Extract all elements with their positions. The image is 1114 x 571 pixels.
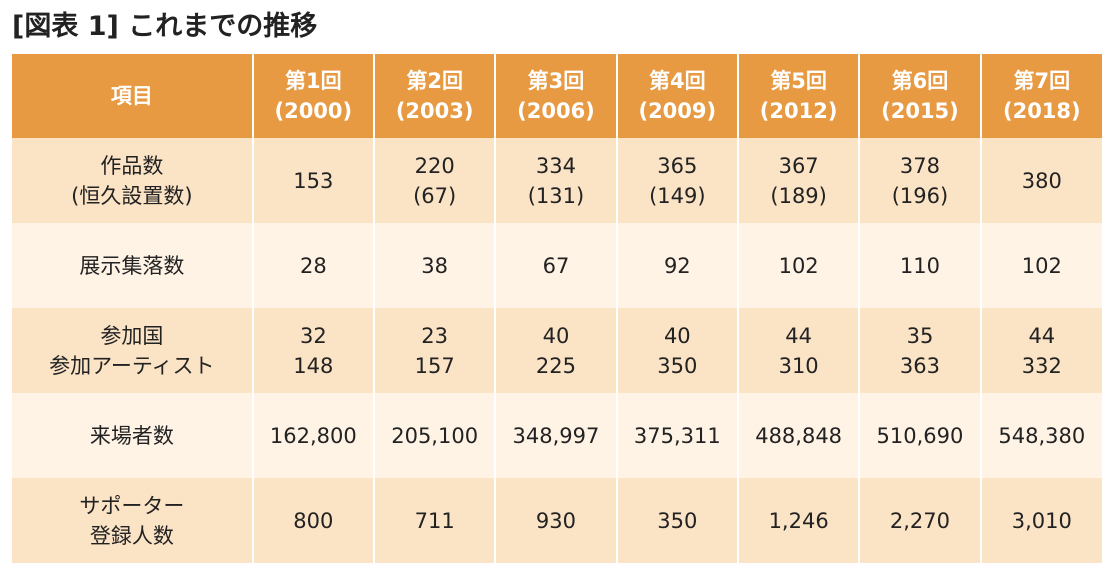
- row-label: 展示集落数: [12, 223, 254, 308]
- table-cell: 2,270: [859, 478, 982, 563]
- header-column: 第6回 (2015): [859, 54, 982, 138]
- table-cell: 40 350: [616, 308, 739, 393]
- table-cell: 162,800: [252, 393, 375, 478]
- table-cell: 711: [373, 478, 497, 563]
- table-cell: 367 (189): [737, 138, 861, 223]
- table-cell: 153: [252, 138, 375, 223]
- header-column: 第3回 (2006): [495, 54, 618, 138]
- table-cell: 378 (196): [859, 138, 982, 223]
- table-cell: 110: [859, 223, 982, 308]
- table-cell: 44 332: [980, 308, 1102, 393]
- table-cell: 102: [737, 223, 861, 308]
- table-cell: 92: [616, 223, 739, 308]
- row-label: サポーター 登録人数: [12, 478, 254, 563]
- table-row: 作品数 (恒久設置数) 153 220 (67) 334 (131) 365 (149) 367(…: [12, 138, 1102, 223]
- header-column: 第4回 (2009): [616, 54, 739, 138]
- table-body: 作品数 (恒久設置数) 153 220 (67) 334 (131) 365 (149) 367(…: [12, 138, 1102, 563]
- table-header-row: 項目 第1回 (2000) 第2回 (2003) 第3回 (2006) 第4回 (200…: [12, 54, 1102, 138]
- table-cell: 930: [495, 478, 618, 563]
- table-cell: 365 (149): [616, 138, 739, 223]
- table-row: 展示集落数 28 38 67 92 102 110 102: [12, 223, 1102, 308]
- table-cell: 32 148: [252, 308, 375, 393]
- table-cell: 67: [495, 223, 618, 308]
- table-cell: 44 310: [737, 308, 861, 393]
- table-cell: 488,848: [737, 393, 861, 478]
- table-row: サポーター 登録人数 800 711 930 350 1,246 2,270 3,010: [12, 478, 1102, 563]
- table-cell: 35 363: [859, 308, 982, 393]
- table-cell: 220 (67): [373, 138, 497, 223]
- table-cell: 23 157: [373, 308, 497, 393]
- table-cell: 102: [980, 223, 1102, 308]
- row-label: 参加国 参加アーティスト: [12, 308, 254, 393]
- row-label: 来場者数: [12, 393, 254, 478]
- table-cell: 28: [252, 223, 375, 308]
- history-table: 項目 第1回 (2000) 第2回 (2003) 第3回 (2006) 第4回 (200…: [12, 54, 1102, 563]
- header-column: 第5回 (2012): [737, 54, 861, 138]
- table-cell: 40 225: [495, 308, 618, 393]
- table-cell: 38: [373, 223, 497, 308]
- header-column: 第2回 (2003): [373, 54, 497, 138]
- table-cell: 334 (131): [495, 138, 618, 223]
- table-cell: 350: [616, 478, 739, 563]
- table-cell: 800: [252, 478, 375, 563]
- table-row: 参加国 参加アーティスト 32 148 23 157 40 225 40 350 44 310 35 36…: [12, 308, 1102, 393]
- header-item-label: 項目: [12, 54, 254, 138]
- header-column: 第1回 (2000): [252, 54, 375, 138]
- page-title: [図表 1] これまでの推移: [12, 11, 318, 42]
- table-cell: 375,311: [616, 393, 739, 478]
- table-cell: 380: [980, 138, 1102, 223]
- table-cell: 3,010: [980, 478, 1102, 563]
- table-cell: 348,997: [495, 393, 618, 478]
- table-cell: 205,100: [373, 393, 497, 478]
- table-cell: 548,380: [980, 393, 1102, 478]
- header-column: 第7回 (2018): [980, 54, 1102, 138]
- row-label: 作品数 (恒久設置数): [12, 138, 254, 223]
- table-row: 来場者数 162,800 205,100 348,997 375,311 488,848 5…: [12, 393, 1102, 478]
- table-cell: 1,246: [737, 478, 861, 563]
- table-cell: 510,690: [859, 393, 982, 478]
